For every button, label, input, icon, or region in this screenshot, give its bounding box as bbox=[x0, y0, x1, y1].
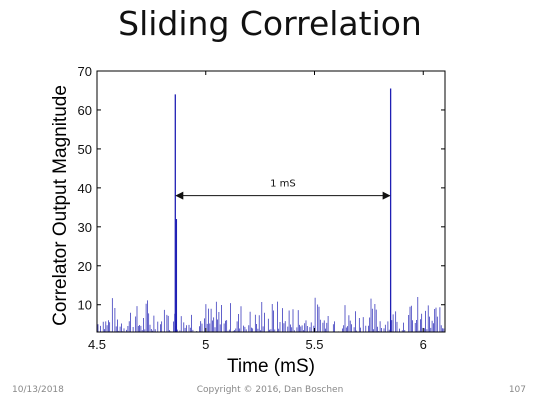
y-axis-label: Correlator Output Magnitude bbox=[50, 85, 71, 326]
footer-copyright: Copyright © 2016, Dan Boschen bbox=[196, 385, 344, 395]
x-tick-label: 4.5 bbox=[88, 337, 106, 352]
y-tick-label: 30 bbox=[78, 220, 92, 235]
slide-title: Sliding Correlation bbox=[118, 4, 422, 43]
page-number: 107 bbox=[508, 385, 526, 395]
y-tick-label: 50 bbox=[78, 142, 92, 157]
y-tick-label: 20 bbox=[78, 259, 92, 274]
axis-ticks: 4.5 5 5.5 6 10 20 30 40 50 60 70 bbox=[78, 64, 445, 352]
x-tick-label: 6 bbox=[420, 337, 427, 352]
y-tick-label: 40 bbox=[78, 181, 92, 196]
x-axis-label: Time (mS) bbox=[227, 356, 315, 377]
x-tick-label: 5.5 bbox=[305, 337, 323, 352]
annotation-layer: 1 mS bbox=[175, 179, 391, 200]
y-tick-label: 60 bbox=[78, 103, 92, 118]
x-tick-label: 5 bbox=[202, 337, 209, 352]
footer-date: 10/13/2018 bbox=[12, 385, 64, 395]
interval-label: 1 mS bbox=[270, 179, 296, 190]
y-tick-label: 70 bbox=[78, 64, 92, 79]
noise-floor bbox=[97, 297, 445, 332]
y-tick-label: 10 bbox=[78, 298, 92, 313]
correlation-peaks bbox=[174, 88, 392, 332]
plot-area-frame bbox=[96, 70, 446, 333]
